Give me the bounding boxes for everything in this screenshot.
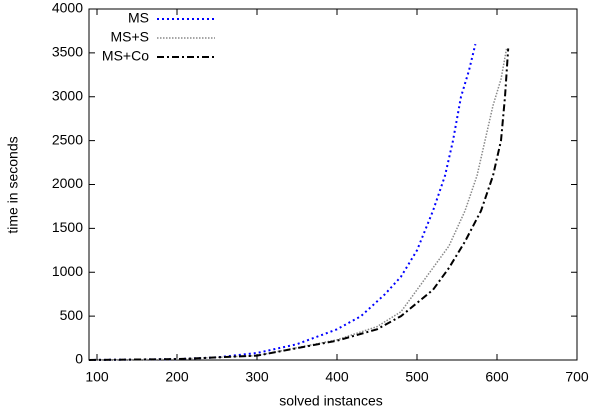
legend-label: MS+S xyxy=(110,29,149,45)
y-tick-label: 1000 xyxy=(52,263,83,279)
x-tick-label: 500 xyxy=(405,369,429,385)
y-tick-label: 2500 xyxy=(52,131,83,147)
y-tick-label: 1500 xyxy=(52,219,83,235)
y-axis-label: time in seconds xyxy=(5,136,21,233)
x-tick-label: 400 xyxy=(325,369,349,385)
series-line xyxy=(88,43,477,361)
y-tick-label: 4000 xyxy=(52,0,83,16)
y-tick-label: 3000 xyxy=(52,87,83,103)
y-tick-label: 0 xyxy=(75,351,83,367)
x-tick-label: 300 xyxy=(245,369,269,385)
legend-label: MS xyxy=(128,10,149,26)
series-line xyxy=(88,48,508,361)
y-tick-label: 3500 xyxy=(52,44,83,60)
x-tick-label: 600 xyxy=(485,369,509,385)
y-tick-label: 2000 xyxy=(52,175,83,191)
x-axis-label: solved instances xyxy=(279,393,383,409)
series-line xyxy=(88,48,510,361)
legend-label: MS+Co xyxy=(102,48,149,64)
x-tick-label: 200 xyxy=(165,369,189,385)
x-tick-label: 100 xyxy=(85,369,109,385)
y-tick-label: 500 xyxy=(60,307,84,323)
x-tick-label: 700 xyxy=(565,369,589,385)
